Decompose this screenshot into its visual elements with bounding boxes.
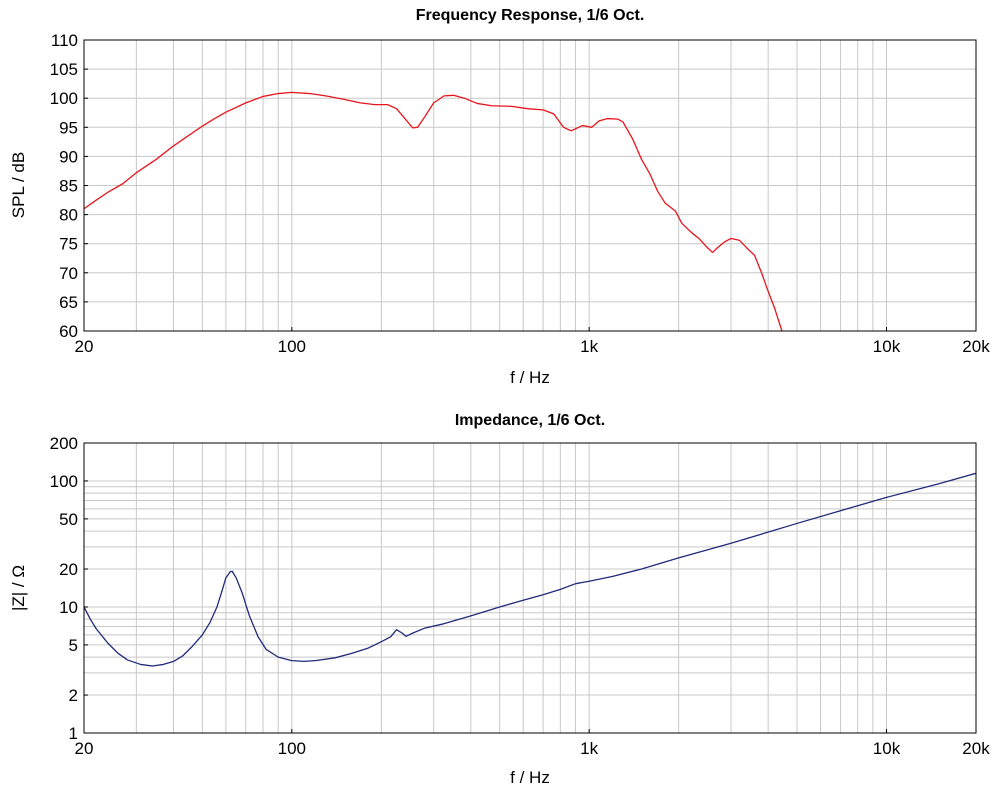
x-axis-label: f / Hz: [510, 768, 550, 787]
y-tick-label: 20: [59, 560, 78, 579]
series-line: [84, 472, 976, 667]
frequency-response-panel: Frequency Response, 1/6 Oct. f / Hz SPL …: [9, 7, 990, 387]
x-tick-label: 20k: [962, 337, 990, 356]
gridlines: [84, 40, 976, 331]
x-tick-label: 20: [75, 739, 94, 758]
x-tick-label: 1k: [580, 337, 598, 356]
x-tick-label: 20k: [962, 739, 990, 758]
chart-title: Frequency Response, 1/6 Oct.: [416, 7, 645, 24]
x-tick-label: 100: [278, 739, 306, 758]
y-tick-label: 105: [50, 60, 78, 79]
x-tick-label: 10k: [873, 337, 901, 356]
y-tick-label: 60: [59, 322, 78, 341]
x-tick-label: 1k: [580, 739, 598, 758]
y-tick-label: 110: [51, 31, 78, 50]
x-tick-label: 100: [278, 337, 306, 356]
x-tick-label: 10k: [873, 739, 901, 758]
y-tick-label: 2: [69, 686, 78, 705]
y-tick-label: 1: [69, 724, 78, 743]
y-tick-label: 100: [50, 472, 78, 491]
y-tick-label: 10: [59, 598, 78, 617]
y-tick-label: 50: [59, 510, 78, 529]
y-tick-label: 75: [59, 235, 78, 254]
y-tick-label: 5: [69, 636, 78, 655]
y-tick-label: 80: [59, 206, 78, 225]
chart-title: Impedance, 1/6 Oct.: [455, 412, 605, 429]
y-tick-label: 65: [59, 293, 78, 312]
y-axis-label: |Z| / Ω: [9, 565, 28, 611]
plot-frame: [83, 442, 977, 734]
y-axis-label: SPL / dB: [9, 152, 28, 218]
y-tick-label: 70: [59, 264, 78, 283]
series-line: [84, 91, 783, 331]
impedance-panel: Impedance, 1/6 Oct. f / Hz |Z| / Ω 20 100…: [9, 412, 990, 787]
y-tick-label: 100: [50, 89, 78, 108]
y-tick-label: 85: [59, 177, 78, 196]
gridlines: [84, 443, 976, 733]
y-tick-label: 90: [59, 147, 78, 166]
x-tick-label: 20: [75, 337, 94, 356]
x-axis-label: f / Hz: [510, 368, 550, 387]
y-tick-label: 200: [50, 434, 78, 453]
y-tick-label: 95: [59, 118, 78, 137]
